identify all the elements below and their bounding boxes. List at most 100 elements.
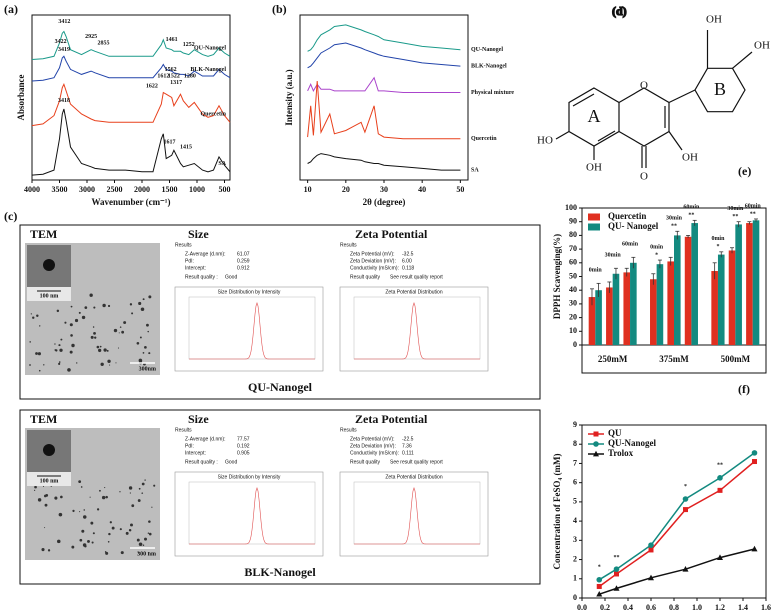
x-tick-label: 3000 [79,185,95,194]
particle [58,344,61,347]
particle [37,498,42,502]
y-tick-label: 8 [573,439,577,448]
particle [79,511,81,513]
marker [593,441,599,447]
report-value: 7.36 [402,443,412,449]
subgroup-label: 0min [711,236,725,242]
annotation: 3412 [58,19,70,25]
particle [74,318,79,323]
mini-plot-curve [354,487,480,545]
zeta-heading: Zeta Potential [355,412,428,426]
marker [648,547,654,553]
quality-value: Good [225,274,237,280]
y-tick-label: 60 [569,258,577,267]
marker [717,487,723,493]
particle [113,328,118,333]
mini-plot-frame [339,471,489,557]
x-tick-label: 0.4 [623,603,633,612]
annotation: 1415 [180,144,192,150]
particle [81,529,85,533]
particle [56,539,61,544]
particle [118,332,120,334]
particle [29,341,31,343]
y-tick-label: 2 [573,554,577,563]
series-line [307,76,461,93]
bar [650,279,657,345]
subgroup-label: 0min [650,244,664,250]
series-label: SA [471,167,479,173]
marker [717,554,723,561]
particle [107,304,111,308]
particle [43,364,45,366]
bar [674,235,681,345]
particle [83,515,87,519]
particle [108,532,111,536]
particle [128,529,132,532]
x-tick-label: 250mM [598,354,628,364]
series-line [307,24,461,52]
particle [148,520,151,523]
mini-plot-frame [339,286,489,372]
x-tick-label: 40 [418,185,426,194]
particle [99,489,101,492]
scale-label: 100 nm [40,478,59,484]
particle [71,343,75,348]
particle [64,321,67,324]
report-label: PdI: [185,443,194,449]
particle [129,303,133,306]
mini-plot-area [188,481,316,545]
particle [137,499,141,502]
marker [682,565,689,572]
particle [129,492,131,494]
particle [148,295,152,299]
annotation: ** [614,555,620,561]
bar [735,224,742,345]
bar [752,220,760,345]
series-line [31,108,231,176]
particle [58,362,61,365]
report-label: Intercept: [185,450,206,456]
mini-plot-frame [174,286,324,372]
bar [595,290,602,345]
results-label: Results [175,427,192,433]
particle [144,537,148,541]
particle [136,538,140,542]
particle [67,368,71,372]
series-line [31,30,231,60]
bond [572,93,595,107]
marker [596,590,603,597]
particle [107,359,111,363]
marker [613,566,620,572]
x-tick-label: 375mM [659,354,689,364]
x-tick-label: 3500 [52,185,68,194]
particle [141,482,145,486]
series-label: Quercetin [200,112,226,118]
mini-plot-title: Zeta Potential Distribution [385,289,442,295]
particle [38,369,41,372]
atom-label: O [640,171,648,183]
results-label: Results [340,427,357,433]
series-label: BLK-Nanogel [471,64,507,70]
mini-plot-title: Zeta Potential Distribution [385,474,442,480]
annotation: 1562 [165,67,177,73]
particle [119,528,122,531]
particle [80,486,83,488]
particle [72,509,75,513]
particle [84,306,88,309]
y-tick-label: 5 [573,497,577,506]
scale-label: 100 nm [40,293,59,299]
report-value: 61.07 [237,251,250,257]
particle [39,325,41,327]
particle [148,551,150,554]
particle [151,506,153,508]
particle [71,545,75,549]
particle [56,309,60,313]
annotation: 3418 [58,98,70,104]
y-tick-label: 50 [569,271,577,280]
particle [59,348,63,352]
particle [58,361,61,363]
x-tick-label: 30 [380,185,388,194]
particle [123,321,127,325]
bond [597,130,616,142]
particle [70,334,73,337]
